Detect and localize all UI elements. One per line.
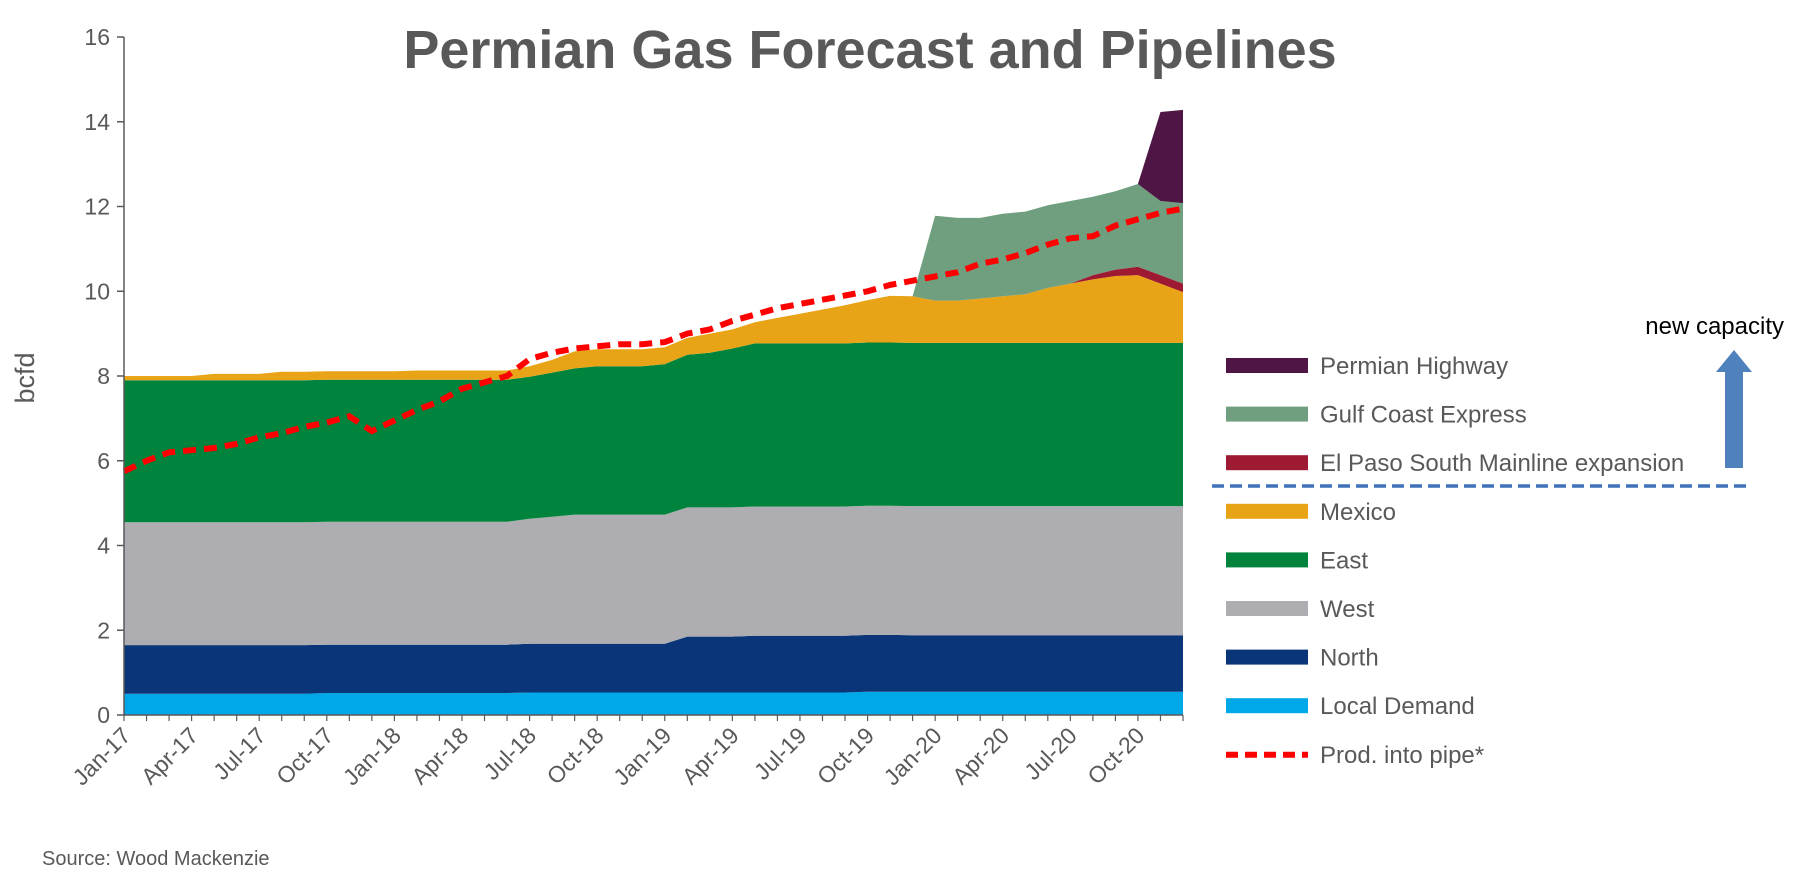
y-tick-label: 12 (84, 194, 110, 220)
area-mexico (124, 275, 1183, 381)
chart-title: Permian Gas Forecast and Pipelines (403, 20, 1336, 80)
x-tick-label: Jan-18 (338, 722, 406, 790)
legend-swatch (1226, 503, 1308, 519)
legend-item: Gulf Coast Express (1226, 402, 1527, 429)
legend-label: Mexico (1320, 499, 1396, 526)
x-axis: Jan-17 Apr-17 Jul-17 Oct-17 Jan-18 Apr-18 Jul-… (67, 714, 1184, 790)
area-west (124, 505, 1183, 646)
legend-label: North (1320, 645, 1379, 672)
y-tick-label: 10 (84, 278, 110, 304)
legend-item: West (1226, 596, 1375, 623)
y-tick-label: 4 (97, 533, 110, 559)
legend-item: North (1226, 645, 1379, 672)
y-axis: 0 2 4 6 8 10 12 14 16 (84, 24, 125, 728)
x-tick-label: Jan-17 (67, 722, 135, 790)
x-tick-label: Oct-17 (271, 722, 338, 789)
x-tick-label: Apr-19 (677, 722, 744, 789)
area-north (124, 634, 1183, 694)
y-axis-label: bcfd (10, 352, 40, 403)
legend-label: West (1320, 596, 1375, 623)
legend-label: Permian Highway (1320, 353, 1508, 380)
up-arrow-icon (1716, 350, 1752, 372)
x-tick-label: Apr-20 (947, 722, 1014, 789)
source-note: Source: Wood Mackenzie (42, 848, 270, 870)
y-tick-label: 16 (84, 24, 110, 50)
y-tick-label: 2 (97, 617, 110, 643)
legend-label: East (1320, 547, 1368, 574)
legend-item: East (1226, 547, 1368, 574)
legend-item: Prod. into pipe* (1226, 742, 1484, 769)
x-tick-label: Jan-19 (608, 722, 676, 790)
legend-label: Local Demand (1320, 693, 1475, 720)
legend-swatch (1226, 358, 1308, 373)
x-tick-label: Jan-20 (879, 722, 947, 790)
x-tick-label: Oct-19 (812, 722, 879, 789)
y-tick-label: 0 (97, 702, 110, 728)
legend-swatch (1226, 698, 1308, 714)
x-tick-label: Oct-18 (542, 722, 609, 789)
area-permian-highway (1137, 109, 1183, 204)
stacked-areas (124, 109, 1183, 715)
x-tick-label: Jul-19 (749, 722, 812, 785)
y-tick-label: 14 (84, 109, 110, 135)
legend-label: Gulf Coast Express (1320, 402, 1527, 429)
legend-swatch (1226, 552, 1308, 568)
new-capacity-annotation: new capacity (1212, 313, 1784, 488)
x-tick-label: Jul-18 (478, 722, 541, 785)
x-tick-label: Oct-20 (1082, 722, 1149, 789)
legend-label: Prod. into pipe* (1320, 742, 1484, 769)
x-tick-label: Jul-20 (1019, 722, 1082, 785)
x-tick-label: Apr-18 (406, 722, 473, 789)
legend-label: El Paso South Mainline expansion (1320, 450, 1684, 477)
area-east (124, 342, 1183, 523)
legend-swatch (1226, 455, 1308, 471)
area-local-demand (124, 691, 1183, 715)
x-tick-label: Jul-17 (208, 722, 271, 785)
area-el-paso-south-mainline-expansion (1070, 266, 1183, 293)
legend-swatch (1226, 601, 1308, 616)
x-tick-label: Apr-17 (136, 722, 203, 789)
new-capacity-label: new capacity (1645, 313, 1784, 340)
legend-item: Mexico (1226, 499, 1396, 526)
y-tick-label: 6 (97, 448, 110, 474)
legend-swatch (1226, 406, 1308, 422)
legend-item: El Paso South Mainline expansion (1226, 450, 1684, 477)
y-tick-label: 8 (97, 363, 110, 389)
legend-swatch (1226, 649, 1308, 665)
production-line-group (122, 205, 1184, 475)
line-prod-into-pipe (122, 205, 1184, 475)
legend: Permian Highway Gulf Coast Express El Paso… (1226, 353, 1684, 769)
legend-item: Local Demand (1226, 693, 1475, 720)
legend-item: Permian Highway (1226, 353, 1508, 380)
arrow-shaft (1725, 372, 1743, 468)
